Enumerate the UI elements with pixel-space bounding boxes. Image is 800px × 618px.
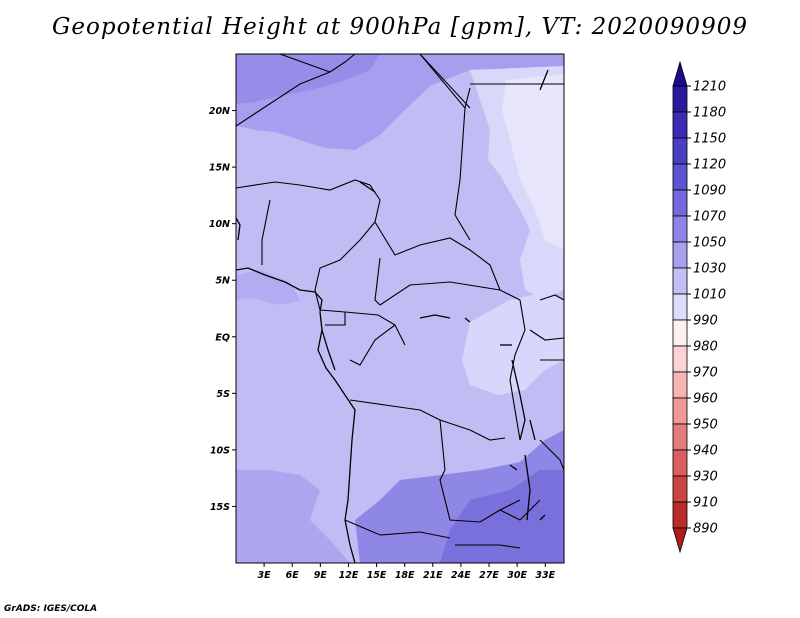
field-region-southwest <box>236 470 350 563</box>
lat-tick-label: 20N <box>209 106 230 117</box>
lon-tick-label: 24E <box>451 570 471 581</box>
lon-tick-label: 18E <box>395 570 415 581</box>
colorbar: 1210 1180 1150 1120 1090 1070 1050 1030 1010 990 9… <box>672 60 726 554</box>
lon-tick-label: 30E <box>507 570 527 581</box>
lon-tick-label: 21E <box>423 570 443 581</box>
colorbar-segment <box>672 371 688 399</box>
colorbar-segment <box>672 449 688 477</box>
colorbar-label: 1090 <box>693 184 726 199</box>
colorbar-label: 1180 <box>693 106 726 121</box>
shaded-field <box>236 54 564 563</box>
lon-tick-label: 6E <box>286 570 300 581</box>
colorbar-segment <box>672 345 688 373</box>
colorbar-label: 960 <box>693 392 718 407</box>
colorbar-label: 890 <box>693 522 718 537</box>
colorbar-label: 930 <box>693 470 718 485</box>
lon-tick-label: 9E <box>314 570 328 581</box>
colorbar-label: 980 <box>693 340 718 355</box>
colorbar-segment <box>672 163 688 191</box>
map-title: Geopotential Height at 900hPa [gpm], VT:… <box>52 14 748 40</box>
colorbar-label: 1150 <box>693 132 726 147</box>
colorbar-label: 970 <box>693 366 718 381</box>
colorbar-segment <box>672 319 688 347</box>
colorbar-segment <box>672 111 688 139</box>
colorbar-bottom-arrow <box>672 527 688 554</box>
colorbar-label: 940 <box>693 444 718 459</box>
field-region-east <box>462 292 564 395</box>
map-frame <box>235 53 565 564</box>
colorbar-top-arrow <box>672 60 688 87</box>
lon-tick-label: 12E <box>339 570 359 581</box>
field-region-west-coast <box>236 270 300 305</box>
lat-tick-label: 10N <box>209 219 230 230</box>
lat-tick-label: 10S <box>210 445 230 456</box>
field-region-south-core <box>440 470 564 563</box>
colorbar-segment <box>672 189 688 217</box>
country-borders <box>236 54 564 549</box>
lat-tick-label: EQ <box>215 332 230 343</box>
colorbar-segment <box>672 501 688 529</box>
lat-tick-label: 15N <box>209 163 230 174</box>
lon-tick-label: 3E <box>258 570 272 581</box>
colorbar-segment <box>672 241 688 269</box>
colorbar-label: 1050 <box>693 236 726 251</box>
colorbar-label: 910 <box>693 496 718 511</box>
longitude-ticks: 3E 6E 9E 12E 15E 18E 21E 24E 27E 30E 33E <box>258 563 556 581</box>
colorbar-label: 990 <box>693 314 718 329</box>
colorbar-segment <box>672 215 688 243</box>
field-region-north-core <box>236 54 380 104</box>
lat-tick-label: 15S <box>210 502 230 513</box>
colorbar-label: 1070 <box>693 210 726 225</box>
colorbar-segment <box>672 475 688 503</box>
lon-tick-label: 27E <box>479 570 499 581</box>
latitude-ticks: 20N 15N 10N 5N EQ 5S 10S 15S <box>209 106 236 513</box>
colorbar-segment <box>672 267 688 295</box>
colorbar-segment <box>672 397 688 425</box>
colorbar-label: 1030 <box>693 262 726 277</box>
grads-credit: GrADS: IGES/COLA <box>4 604 98 614</box>
lon-tick-label: 33E <box>535 570 555 581</box>
colorbar-label: 950 <box>693 418 718 433</box>
colorbar-segment <box>672 293 688 321</box>
field-region-northeast-2 <box>502 74 564 250</box>
lon-tick-label: 15E <box>367 570 387 581</box>
colorbar-segment <box>672 137 688 165</box>
colorbar-label: 1120 <box>693 158 726 173</box>
coastlines <box>236 69 549 563</box>
colorbar-segment <box>672 423 688 451</box>
lat-tick-label: 5N <box>215 276 230 287</box>
colorbar-label: 1210 <box>693 80 726 95</box>
colorbar-label: 1010 <box>693 288 726 303</box>
colorbar-segment <box>672 85 688 113</box>
lat-tick-label: 5S <box>217 389 231 400</box>
